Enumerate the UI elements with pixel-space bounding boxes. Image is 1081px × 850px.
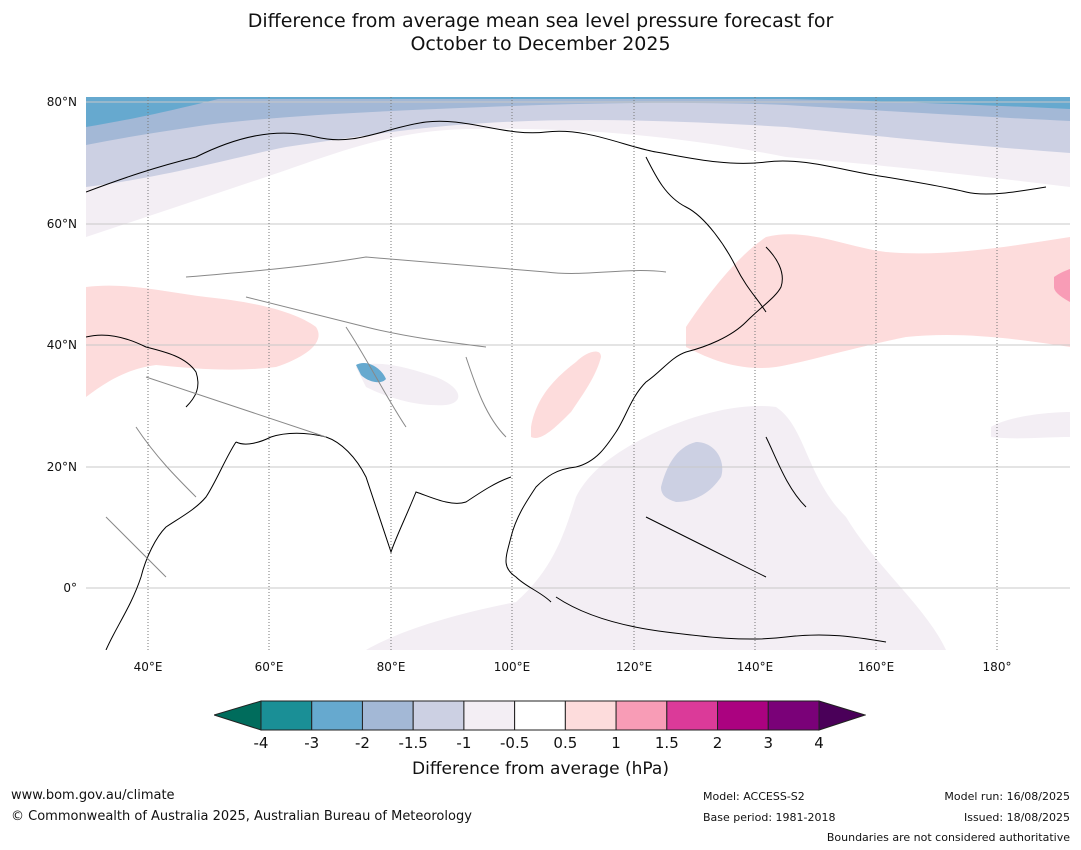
legend-swatch [311, 700, 363, 731]
map-title: Difference from average mean sea level p… [0, 10, 1081, 56]
legend-tick-label: -2 [354, 734, 370, 752]
model-text: Model: ACCESS-S2 [703, 790, 805, 803]
longitude-gridlines [147, 97, 998, 650]
lon-label-80e: 80°E [376, 660, 406, 674]
lon-label-100e: 100°E [493, 660, 531, 674]
legend-swatch [564, 700, 617, 731]
model-run-text: Model run: 16/08/2025 [944, 790, 1070, 803]
legend-swatch [666, 700, 719, 731]
lon-label-40e: 40°E [133, 660, 163, 674]
legend-tick-label: 4 [814, 734, 824, 752]
lat-label-0: 0° [63, 581, 77, 595]
lon-label-120e: 120°E [615, 660, 653, 674]
legend-tick-label: 3 [763, 734, 774, 752]
legend-tick-label: 1.5 [654, 734, 679, 752]
legend-arrow-high [818, 700, 866, 731]
map-canvas [86, 97, 1070, 650]
lat-label-20n: 20°N [46, 460, 77, 474]
copyright-text: © Commonwealth of Australia 2025, Austra… [11, 809, 472, 824]
latitude-gridlines [86, 101, 1070, 589]
legend-tick-label: -1.5 [398, 734, 428, 752]
legend-tick-label: -0.5 [499, 734, 530, 752]
legend-arrow-low [214, 700, 262, 731]
legend-swatch [514, 700, 566, 731]
legend-swatch [260, 700, 313, 731]
website-link[interactable]: www.bom.gov.au/climate [11, 788, 175, 803]
pressure-anomaly-map [86, 97, 1070, 650]
base-period-text: Base period: 1981-2018 [703, 811, 836, 824]
legend-swatch [615, 700, 668, 731]
lon-label-140e: 140°E [736, 660, 774, 674]
legend-tick-label: -3 [304, 734, 320, 752]
anomaly-region-arctic-strongest [86, 97, 1070, 127]
lat-label-60n: 60°N [46, 217, 77, 231]
anomaly-region-pacific-stronger [1054, 269, 1070, 302]
legend-tick-label: -1 [456, 734, 472, 752]
legend-tick-label: 2 [712, 734, 723, 752]
legend-tick-label: -4 [253, 734, 269, 752]
legend-swatch [767, 700, 820, 731]
anomaly-region-karakoram [356, 362, 386, 383]
lat-label-80n: 80°N [46, 95, 77, 109]
legend-colorbar [214, 700, 866, 731]
disclaimer-text: Boundaries are not considered authoritat… [826, 831, 1070, 844]
legend-swatch [412, 700, 465, 731]
legend-title: Difference from average (hPa) [412, 759, 669, 779]
legend-swatch [463, 700, 516, 731]
legend-swatch [717, 700, 769, 731]
anomaly-region-pacific-east [991, 412, 1070, 439]
issued-text: Issued: 18/08/2025 [963, 811, 1070, 824]
anomaly-region-arctic-mid [86, 97, 1070, 187]
lon-label-160e: 160°E [857, 660, 895, 674]
title-line-2: October to December 2025 [410, 33, 671, 55]
anomaly-region-arctic-strong [86, 97, 1070, 145]
legend-tick-label: 0.5 [553, 734, 578, 752]
anomaly-region-pacific-positive [686, 234, 1070, 368]
lat-label-40n: 40°N [46, 338, 77, 352]
anomaly-region-philippine-sea [661, 442, 723, 502]
country-borders [105, 256, 667, 578]
lon-label-60e: 60°E [254, 660, 284, 674]
legend-tick-label: 1 [611, 734, 621, 752]
coastlines [86, 120, 1047, 650]
legend-swatch [361, 700, 414, 731]
anomaly-region-caspian-positive [86, 285, 319, 397]
lon-label-180: 180° [982, 660, 1012, 674]
title-line-1: Difference from average mean sea level p… [247, 10, 834, 32]
anomaly-region-china-positive [531, 351, 601, 438]
